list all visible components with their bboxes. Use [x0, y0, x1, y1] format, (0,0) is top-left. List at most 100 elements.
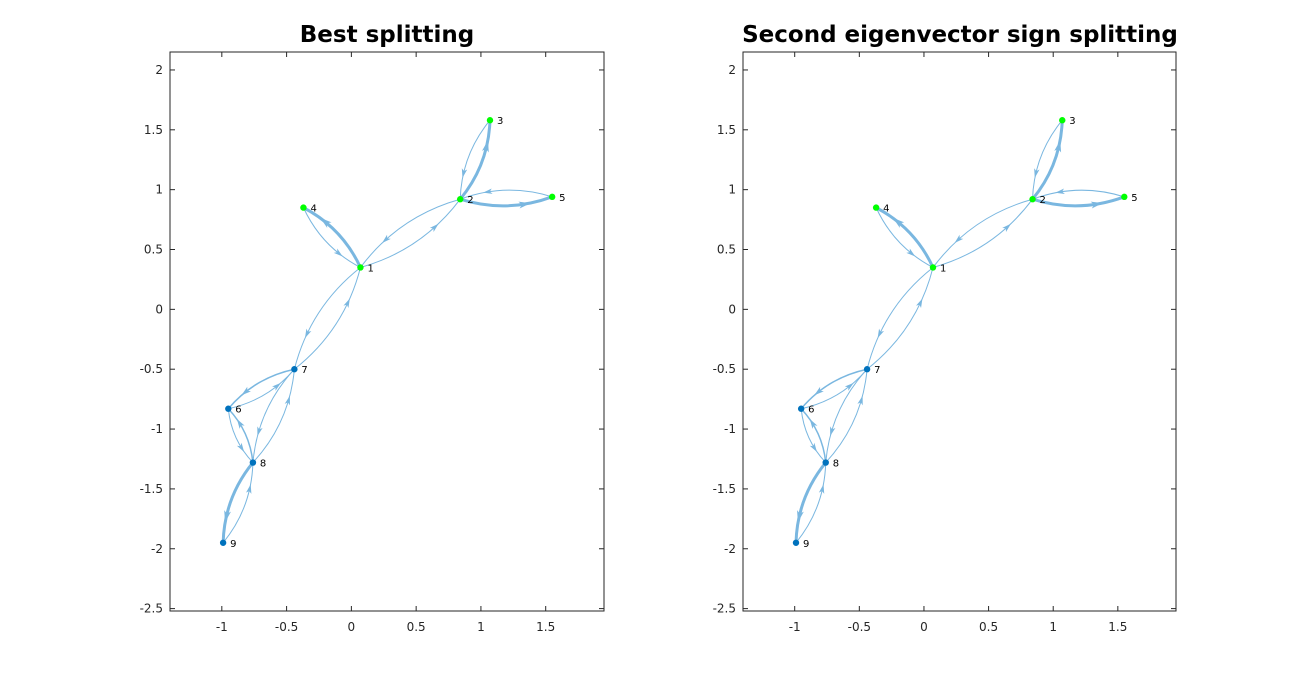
y-tick-label: 1 [728, 183, 736, 197]
y-tick-label: 0.5 [717, 243, 736, 257]
edge-arrow-2-5 [518, 201, 531, 209]
edge-1-2 [359, 198, 461, 268]
x-tick-label: 0.5 [407, 620, 426, 634]
edge-arrow-6-7 [272, 382, 281, 391]
edge-2-1 [359, 198, 461, 268]
edge-8-7 [825, 368, 868, 464]
node-7 [863, 366, 871, 373]
node-label-7: 7 [301, 365, 307, 376]
x-tick-label: 0 [920, 620, 928, 634]
edge-2-5 [1031, 195, 1126, 208]
y-tick-label: 0.5 [144, 243, 163, 257]
node-label-9: 9 [230, 539, 236, 550]
edge-2-3 [458, 118, 492, 201]
node-2 [1029, 196, 1036, 203]
edge-arrow-7-1 [343, 298, 350, 309]
x-tick-label: 1.5 [536, 620, 555, 634]
x-tick-label: -0.5 [275, 620, 298, 634]
node-8 [249, 459, 257, 466]
y-tick-label: 2 [728, 63, 736, 77]
node-8 [822, 459, 829, 466]
edge-arrow-2-5 [1090, 201, 1103, 209]
node-1 [357, 264, 364, 271]
y-tick-label: 1.5 [717, 123, 736, 137]
edge-arrow-8-9 [224, 510, 231, 523]
node-label-3: 3 [497, 116, 503, 127]
edge-1-2 [932, 198, 1034, 268]
node-9 [219, 539, 227, 546]
edge-7-6 [800, 368, 868, 410]
edge-6-8 [800, 408, 827, 464]
edge-arrow-4-1 [906, 248, 916, 257]
edge-arrow-8-7 [857, 395, 863, 406]
x-tick-label: -0.5 [848, 620, 871, 634]
y-tick-label: 1.5 [144, 123, 163, 137]
edge-arrow-1-2 [429, 223, 439, 232]
edge-3-2 [459, 119, 491, 200]
edge-arrow-2-3 [482, 140, 489, 153]
y-tick-label: 0 [155, 302, 163, 316]
node-label-6: 6 [235, 405, 241, 416]
x-tick-label: 0 [348, 620, 356, 634]
edge-arrow-5-2 [483, 188, 493, 194]
edge-arrow-1-4 [320, 217, 332, 228]
edge-arrow-6-7 [844, 382, 854, 391]
subplot-second-eigenvector-sign-splitting: 1 2 3 4 5 6 7 8 9 -1 -0.5 0 0.5 1 1.5 2 1.5 1 0.5 0 -0.5 -1 -… [713, 22, 1178, 634]
node-label-8: 8 [833, 459, 839, 470]
edge-arrow-9-8 [818, 484, 825, 494]
chart-title: Second eigenvector sign splitting [742, 22, 1178, 48]
edge-4-1 [302, 207, 361, 268]
node-label-1: 1 [367, 263, 373, 274]
node-1 [929, 264, 937, 271]
edge-7-8 [825, 368, 868, 464]
y-tick-label: 1 [155, 183, 163, 197]
x-tick-label: 0.5 [979, 620, 998, 634]
edge-1-7 [866, 266, 934, 370]
edge-arrow-8-7 [284, 395, 290, 406]
edge-arrow-5-2 [1055, 188, 1065, 194]
x-tick-label: -1 [216, 620, 228, 634]
y-tick-label: -2.5 [140, 602, 163, 616]
edge-8-7 [252, 368, 295, 464]
y-tick-label: -0.5 [140, 362, 163, 376]
node-label-8: 8 [260, 459, 266, 470]
y-tick-label: 0 [728, 302, 736, 316]
edge-1-4 [301, 206, 362, 269]
y-tick-label: -2 [151, 542, 163, 556]
edge-7-6 [227, 368, 296, 410]
chart-title: Best splitting [300, 22, 474, 48]
edge-8-9 [794, 461, 828, 545]
edge-arrow-3-2 [461, 168, 468, 178]
edge-5-2 [1032, 189, 1125, 200]
edge-9-8 [795, 462, 827, 544]
node-label-2: 2 [467, 195, 473, 206]
edge-6-8 [227, 408, 254, 464]
y-tick-label: -1.5 [140, 482, 163, 496]
node-label-4: 4 [310, 204, 316, 215]
edge-8-9 [221, 461, 255, 545]
edge-arrow-9-8 [246, 484, 252, 494]
edge-arrow-7-8 [257, 426, 263, 437]
plot-area [170, 52, 604, 611]
edge-1-7 [293, 266, 361, 370]
edge-2-1 [932, 198, 1034, 268]
node-7 [291, 366, 298, 373]
node-label-2: 2 [1040, 195, 1046, 206]
y-tick-label: -1.5 [713, 482, 736, 496]
node-label-1: 1 [940, 263, 946, 274]
edge-arrow-1-7 [304, 328, 312, 339]
y-tick-label: -1 [724, 422, 736, 436]
edge-2-5 [458, 195, 554, 208]
edge-5-2 [459, 189, 553, 200]
edge-7-1 [866, 266, 934, 370]
edge-arrow-1-2 [1002, 223, 1011, 232]
node-label-5: 5 [1131, 193, 1137, 204]
edge-arrow-1-7 [877, 328, 885, 339]
edge-arrow-8-6 [809, 418, 818, 429]
y-tick-label: -1 [151, 422, 163, 436]
node-3 [486, 117, 494, 124]
edge-9-8 [222, 462, 254, 544]
axes-box [742, 51, 1177, 612]
subplot-best-splitting: 1 2 3 4 5 6 7 8 9 -1 -0.5 0 0.5 1 1.5 2 1.5 1 0.5 0 -0.5 -1 -… [140, 22, 605, 634]
